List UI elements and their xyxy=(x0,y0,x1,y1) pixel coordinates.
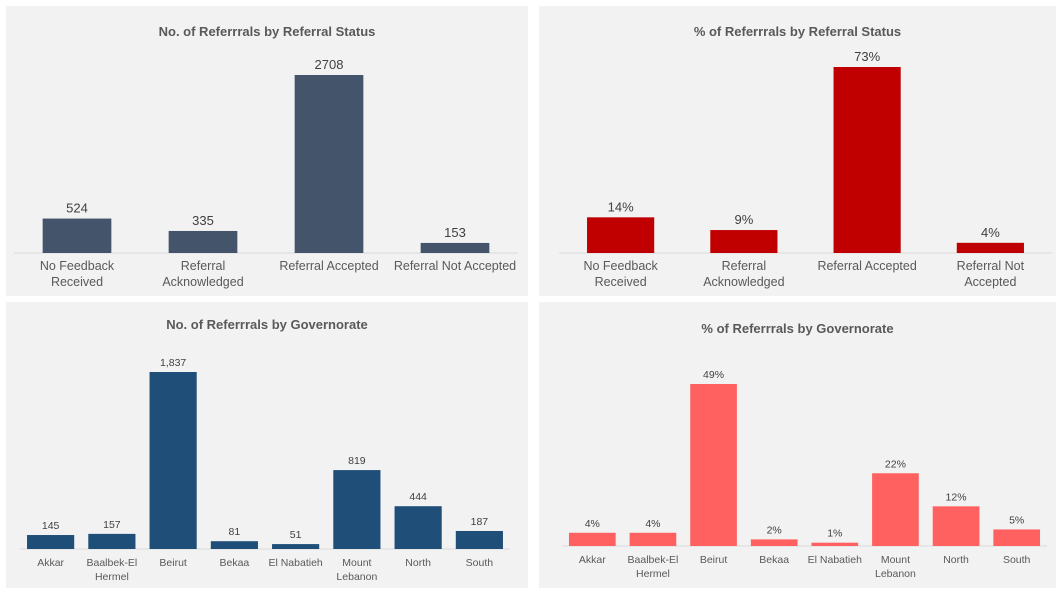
chart-panel-governorate-count: No. of Referrrals by Governorate 145 Akkar… xyxy=(6,302,528,588)
category-label: No Feedback xyxy=(583,259,658,273)
data-label: 4% xyxy=(645,518,660,530)
category-label: Referral Accepted xyxy=(279,259,378,273)
category-label: Acknowledged xyxy=(703,275,784,289)
category-label: Referral xyxy=(181,259,225,273)
category-label: Received xyxy=(51,275,103,289)
bar xyxy=(420,242,490,253)
category-label: No Feedback xyxy=(40,259,115,273)
data-label: 444 xyxy=(409,491,427,503)
bar xyxy=(333,470,381,549)
category-label: Lebanon xyxy=(875,568,916,580)
category-label: Baalbek-El xyxy=(628,554,679,566)
category-label: Hermel xyxy=(95,571,129,583)
data-label: 4% xyxy=(585,518,600,530)
bar xyxy=(394,506,442,549)
category-label: Mount xyxy=(881,554,910,566)
data-label: 2% xyxy=(767,524,782,536)
chart-panel-status-count: No. of Referrrals by Referral Status 524 N… xyxy=(6,6,528,296)
bar xyxy=(294,75,364,253)
data-label: 524 xyxy=(66,201,88,216)
category-label: Referral xyxy=(722,259,766,273)
data-label: 145 xyxy=(42,520,60,532)
data-label: 153 xyxy=(444,225,466,240)
bar xyxy=(149,372,197,549)
category-label: North xyxy=(943,554,969,566)
chart-panel-status-percent: % of Referrrals by Referral Status 14% No … xyxy=(539,6,1056,296)
data-label: 1% xyxy=(827,528,842,540)
chart-title: No. of Referrrals by Referral Status xyxy=(159,24,376,39)
bar xyxy=(210,541,258,549)
category-label: Referral Not xyxy=(957,259,1025,273)
data-label: 22% xyxy=(885,458,906,470)
data-label: 12% xyxy=(946,491,967,503)
data-label: 9% xyxy=(734,212,753,227)
chart-title: % of Referrrals by Governorate xyxy=(701,321,893,336)
bar xyxy=(833,67,901,253)
chart-svg-governorate-count: No. of Referrrals by Governorate 145 Akkar… xyxy=(20,317,510,583)
category-label: North xyxy=(405,557,431,569)
category-label: Bekaa xyxy=(219,557,249,569)
bar xyxy=(750,539,798,546)
data-label: 335 xyxy=(192,213,214,228)
category-label: Beirut xyxy=(700,554,728,566)
data-label: 187 xyxy=(471,516,489,528)
category-label: Referral Accepted xyxy=(817,259,916,273)
category-label: Acknowledged xyxy=(162,275,243,289)
bar xyxy=(993,529,1041,546)
bar xyxy=(88,533,136,549)
data-label: 5% xyxy=(1009,514,1024,526)
data-label: 2708 xyxy=(315,57,344,72)
bar xyxy=(872,473,919,546)
data-label: 49% xyxy=(703,369,724,381)
bar xyxy=(455,530,503,549)
category-label: El Nabatieh xyxy=(268,557,322,569)
category-label: South xyxy=(1003,554,1031,566)
category-label: Akkar xyxy=(579,554,606,566)
category-label: El Nabatieh xyxy=(808,554,862,566)
category-label: Lebanon xyxy=(336,571,377,583)
bar xyxy=(587,217,655,253)
bar xyxy=(690,384,737,546)
category-label: Baalbek-El xyxy=(86,557,137,569)
bar xyxy=(568,532,616,546)
chart-svg-status-percent: % of Referrrals by Referral Status 14% No … xyxy=(559,24,1052,289)
chart-svg-status-count: No. of Referrrals by Referral Status 524 N… xyxy=(14,24,518,289)
category-label: Accepted xyxy=(964,275,1016,289)
bar xyxy=(811,542,859,546)
chart-title: % of Referrrals by Referral Status xyxy=(694,24,901,39)
bar xyxy=(168,230,238,253)
category-label: South xyxy=(466,557,494,569)
data-label: 81 xyxy=(229,526,241,538)
category-label: Referral Not Accepted xyxy=(394,259,516,273)
bar xyxy=(629,532,677,546)
data-label: 14% xyxy=(608,199,634,214)
data-label: 819 xyxy=(348,455,366,467)
bar xyxy=(932,506,980,546)
data-label: 4% xyxy=(981,225,1000,240)
category-label: Hermel xyxy=(636,568,670,580)
bar xyxy=(272,544,320,549)
chart-panel-governorate-percent: % of Referrrals by Governorate 4% Akkar 4% B… xyxy=(539,302,1056,588)
bar xyxy=(42,218,112,253)
bar xyxy=(27,535,75,549)
category-label: Mount xyxy=(342,557,371,569)
bar xyxy=(956,242,1024,253)
category-label: Bekaa xyxy=(759,554,789,566)
category-label: Akkar xyxy=(37,557,64,569)
data-label: 1,837 xyxy=(160,357,186,369)
bar xyxy=(710,230,778,253)
data-label: 51 xyxy=(290,529,302,541)
category-label: Received xyxy=(595,275,647,289)
chart-svg-governorate-percent: % of Referrrals by Governorate 4% Akkar 4% B… xyxy=(562,321,1047,580)
data-label: 73% xyxy=(854,49,880,64)
data-label: 157 xyxy=(103,519,121,531)
chart-title: No. of Referrrals by Governorate xyxy=(166,317,368,332)
category-label: Beirut xyxy=(159,557,187,569)
